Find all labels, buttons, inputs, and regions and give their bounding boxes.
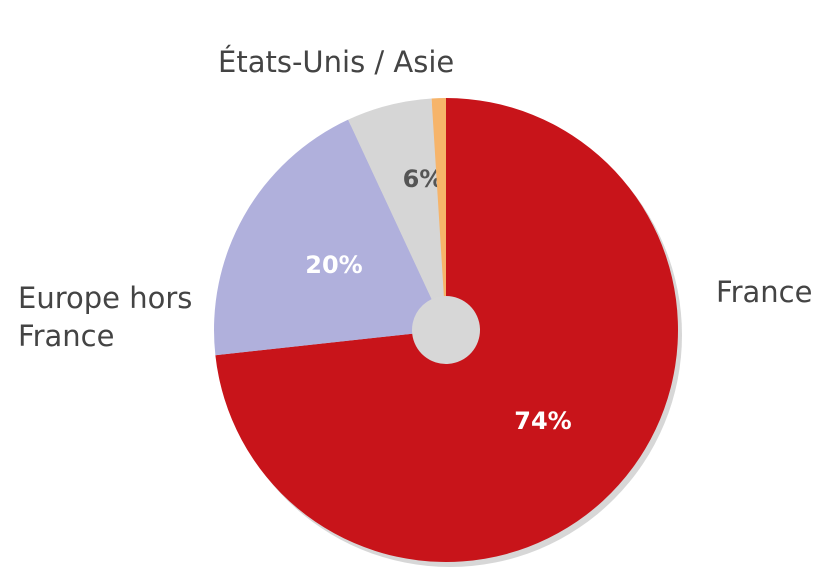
- pie-slice: [215, 98, 678, 562]
- pie-slice: [348, 98, 444, 300]
- category-label: États-Unis / Asie: [218, 45, 455, 79]
- data-label: 20%: [305, 251, 362, 279]
- category-label: France: [716, 275, 813, 309]
- pie-slice: [431, 98, 446, 297]
- data-label: 74%: [514, 407, 571, 435]
- pie-slice: [214, 119, 432, 356]
- category-label: Europe hors France: [18, 281, 193, 353]
